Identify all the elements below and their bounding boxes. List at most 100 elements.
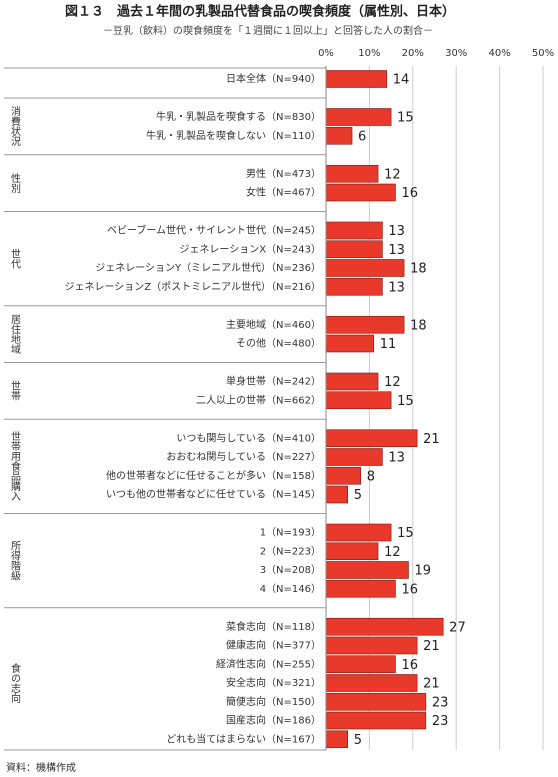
value-label: 6	[358, 129, 366, 144]
value-label: 27	[449, 620, 466, 635]
row-label: 牛乳・乳製品を喫食しない（N=110）	[146, 129, 321, 142]
row-label: 4（N=146）	[260, 583, 321, 595]
bar	[325, 429, 418, 448]
value-label: 18	[410, 262, 427, 277]
row-label: ベビーブーム世代・サイレント世代（N=245）	[107, 224, 321, 237]
group-label: 消費状況	[9, 105, 21, 147]
value-label: 14	[393, 73, 410, 88]
bar	[325, 448, 383, 466]
value-label: 23	[432, 695, 449, 710]
value-label: 5	[354, 733, 362, 748]
row-label: いつも他の世帯者などに任せている（N=145）	[106, 488, 321, 501]
value-label: 13	[388, 224, 405, 239]
row-label: 3（N=208）	[260, 564, 321, 576]
bar	[325, 655, 396, 674]
value-label: 15	[397, 526, 414, 541]
x-tick-label: 0%	[318, 48, 334, 59]
value-label: 21	[423, 639, 440, 654]
x-tick-label: 10%	[358, 48, 380, 59]
source-note: 資料：機構作成	[6, 761, 76, 774]
row-label: 二人以上の世帯（N=662）	[196, 393, 321, 406]
bar	[325, 711, 427, 730]
value-label: 12	[384, 375, 401, 390]
group-label: 所得階級	[9, 540, 21, 581]
value-label: 16	[401, 582, 418, 597]
row-label: 2（N=223）	[260, 545, 321, 557]
bar	[325, 523, 392, 542]
bar	[325, 334, 375, 353]
row-label: ジェネレーションY（ミレニアル世代）（N=236）	[95, 262, 321, 274]
bar	[325, 636, 418, 655]
value-label: 13	[388, 243, 405, 258]
value-label: 5	[354, 488, 362, 503]
value-label: 8	[367, 469, 375, 484]
bar	[325, 70, 388, 88]
chart-subtitle: －豆乳（飲料）の喫食頻度を「１週間に１回以上」と回答した人の割合－	[103, 24, 433, 37]
row-label: 国産志向（N=186）	[226, 714, 321, 727]
group-label: 世代	[9, 248, 21, 269]
value-label: 15	[397, 111, 414, 126]
row-label: 日本全体（N=940）	[226, 72, 321, 85]
x-tick-label: 50%	[532, 48, 554, 59]
value-label: 12	[384, 545, 401, 560]
bar	[325, 617, 444, 636]
bar	[325, 561, 409, 579]
bar	[325, 164, 379, 183]
row-label: 男性（N=473）	[246, 167, 321, 180]
value-label: 16	[401, 658, 418, 673]
bar	[325, 466, 362, 485]
value-label: 12	[384, 167, 401, 182]
group-label: 世帯用食品購入	[9, 431, 21, 501]
row-label: 健康志向（N=377）	[226, 639, 321, 652]
value-label: 13	[388, 451, 405, 466]
bar	[325, 259, 405, 277]
row-label: おおむね関与している（N=227）	[166, 451, 321, 463]
row-label: 主要地域（N=460）	[226, 318, 321, 331]
bar	[325, 277, 383, 296]
row-label: いつも関与している（N=410）	[176, 432, 321, 444]
group-label: 世帯	[9, 381, 21, 401]
group-label: 居住地域	[9, 314, 21, 354]
row-label: その他（N=480）	[236, 337, 321, 350]
x-tick-label: 20%	[402, 48, 424, 59]
group-label: 性別	[9, 172, 21, 194]
bar	[325, 391, 392, 410]
bar	[325, 183, 396, 202]
chart-title: 図１３ 過去１年間の乳製品代替食品の喫食頻度（属性別、日本）	[65, 4, 455, 20]
bar	[325, 674, 418, 692]
x-tick-label: 40%	[488, 48, 510, 59]
row-label: 安全志向（N=321）	[226, 676, 321, 689]
row-label: ジェネレーションZ（ポストミレニアル世代）（N=216）	[65, 281, 322, 293]
value-label: 21	[423, 432, 440, 447]
row-label: 1（N=193）	[260, 527, 321, 539]
bar	[325, 542, 379, 561]
value-label: 19	[414, 564, 431, 579]
row-label: 簡便志向（N=150）	[226, 695, 321, 708]
row-label: 菜食志向（N=118）	[226, 620, 321, 633]
value-label: 15	[397, 394, 414, 409]
value-label: 23	[432, 714, 449, 729]
row-label: 他の世帯者などに任せることが多い（N=158）	[106, 469, 321, 482]
bar	[325, 485, 349, 504]
bar	[325, 108, 392, 126]
bar	[325, 692, 427, 711]
x-tick-label: 30%	[445, 48, 467, 59]
row-label: ジェネレーションX（N=243）	[179, 243, 321, 255]
row-label: どれも当てはまらない（N=167）	[166, 732, 321, 745]
bar	[325, 579, 396, 598]
bar	[325, 372, 379, 391]
bar	[325, 315, 405, 334]
value-label: 13	[388, 280, 405, 295]
bar	[325, 730, 349, 749]
bar	[325, 221, 383, 240]
row-label: 女性（N=467）	[246, 186, 321, 199]
row-label: 単身世帯（N=242）	[226, 375, 321, 388]
value-label: 18	[410, 318, 427, 333]
value-label: 11	[380, 337, 397, 352]
group-label: 食の志向	[9, 662, 21, 703]
bar	[325, 126, 353, 145]
bar	[325, 240, 383, 259]
value-label: 21	[423, 677, 440, 692]
row-label: 経済性志向（N=255）	[216, 657, 321, 670]
